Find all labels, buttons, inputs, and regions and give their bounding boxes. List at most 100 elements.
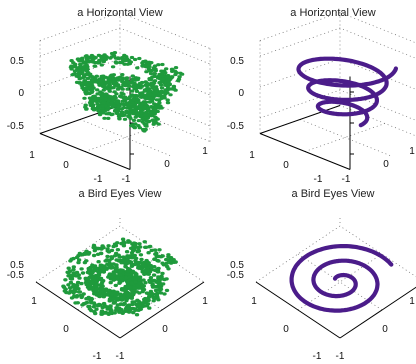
- panel3-point: [164, 277, 169, 281]
- panel3-point: [127, 285, 132, 289]
- panel3-point: [107, 306, 113, 311]
- panel3-point: [168, 256, 174, 260]
- panel1-point: [102, 116, 107, 120]
- panel1-point: [137, 107, 142, 111]
- panel1-y-tick-3: 1: [202, 146, 208, 157]
- panel3-point: [87, 307, 93, 311]
- panel3-x-axis: [35, 281, 121, 339]
- panel1-point: [98, 78, 103, 82]
- panel3-point: [77, 276, 82, 280]
- panel3-point: [144, 291, 150, 295]
- panel3-point: [76, 287, 81, 291]
- panel2-grid-floor-back: [259, 105, 416, 137]
- panel3-point: [168, 259, 173, 263]
- panel3-point: [137, 278, 143, 282]
- panel3-point: [115, 248, 121, 252]
- panel3-point: [71, 265, 77, 269]
- panel3-point: [164, 288, 170, 293]
- panel3-x-tick-3: -1: [93, 351, 102, 362]
- panel3-point: [117, 310, 122, 314]
- panel1-point: [129, 89, 135, 93]
- panel3-point: [126, 310, 132, 314]
- panel2-grid-wall-z-0: [259, 89, 416, 121]
- panel1-point: [132, 126, 137, 130]
- panel1-point: [157, 81, 162, 85]
- panel1-point: [95, 92, 100, 96]
- panel1-point: [173, 88, 178, 92]
- panel3-point: [136, 308, 141, 312]
- panel1-grid: [39, 12, 211, 170]
- panel4-spiral-line: [289, 244, 394, 313]
- panel1-point: [140, 117, 145, 121]
- panel1-point: [123, 83, 128, 87]
- panel3-point: [155, 279, 160, 284]
- panel1-point: [164, 67, 169, 71]
- panel1-point: [120, 73, 125, 77]
- panel3-point: [105, 254, 110, 259]
- panel3-point: [138, 267, 144, 271]
- panel1-point: [152, 107, 158, 112]
- panel3-point: [152, 248, 158, 252]
- panel1-point: [160, 62, 165, 67]
- panel1-point: [101, 88, 107, 92]
- panel1-point: [154, 98, 160, 102]
- panel3-point: [92, 248, 98, 253]
- panel1-point: [133, 115, 138, 119]
- panel1-grid-top-edge: [39, 12, 211, 49]
- panel3-x-tick-2: 0: [63, 324, 69, 335]
- panel1-point: [95, 88, 100, 92]
- panel3-point: [146, 298, 151, 303]
- panel1-point: [120, 76, 125, 80]
- panel1-point: [136, 119, 141, 123]
- panel1-x-axis: [39, 133, 131, 170]
- panel1-point: [147, 87, 152, 91]
- panel1-point: [126, 105, 132, 109]
- panel1-point: [148, 114, 153, 118]
- panel1-point: [124, 111, 129, 115]
- panel2-data: [296, 56, 398, 128]
- panel3-point: [113, 268, 119, 272]
- panel1-x-tick-3: -1: [94, 174, 103, 185]
- panel1-point: [81, 88, 87, 92]
- panel1-point: [139, 114, 144, 118]
- panel2-y-axis: [259, 105, 341, 134]
- panel3-point: [126, 293, 131, 297]
- panel1-point: [122, 59, 128, 63]
- panel3-point: [101, 294, 107, 298]
- panel1-point: [163, 83, 168, 87]
- panel3-point: [130, 271, 135, 275]
- panel3-point: [160, 277, 165, 281]
- panel1-point: [163, 92, 168, 96]
- panel3-point: [93, 311, 98, 316]
- panel1-point: [107, 76, 112, 80]
- panel2-helix-line: [296, 56, 398, 128]
- panel3-point: [152, 278, 157, 283]
- panel3-point: [103, 259, 108, 263]
- panel3-point: [63, 287, 68, 291]
- panel1-point: [132, 57, 138, 62]
- panel1-point: [102, 84, 107, 88]
- panel3-point: [68, 276, 74, 281]
- panel3-point: [101, 270, 107, 274]
- panel3-point: [130, 289, 135, 293]
- panel1-point: [133, 78, 138, 82]
- panel1-point: [101, 101, 106, 105]
- panel1-point: [140, 120, 145, 124]
- panel3-point: [111, 278, 116, 282]
- panel3-point: [133, 276, 138, 281]
- panel1-point: [148, 96, 153, 100]
- panel1-point: [173, 66, 179, 70]
- panel3-point: [83, 276, 88, 280]
- panel3-point: [94, 307, 99, 311]
- panel1-point: [132, 105, 137, 109]
- panel3-point: [126, 255, 132, 260]
- panel1-point: [164, 75, 170, 79]
- panel1-point: [99, 74, 104, 78]
- panel3-point: [139, 257, 144, 262]
- panel3-point: [73, 289, 78, 294]
- panel3-point: [98, 251, 104, 255]
- panel3-point: [74, 270, 80, 275]
- panel3-y-tick-3: 1: [202, 296, 208, 307]
- panel1-point: [148, 72, 154, 76]
